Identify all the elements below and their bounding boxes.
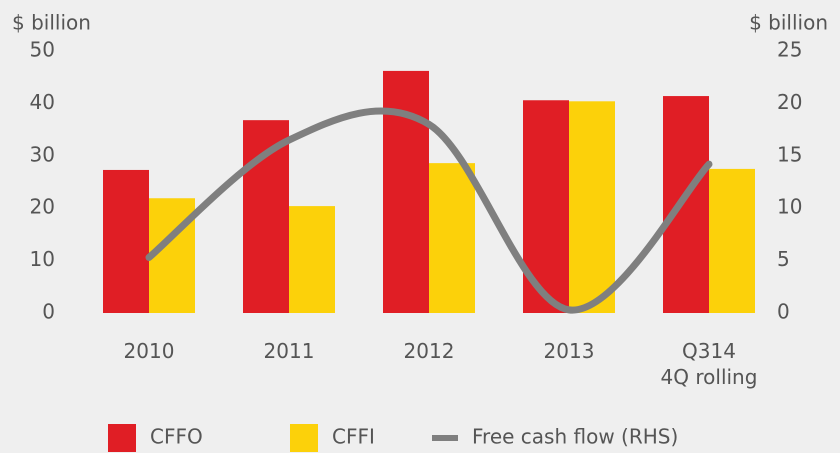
y2-tick-label: 0 <box>777 300 790 324</box>
bar <box>383 70 429 313</box>
y-tick-label: 30 <box>30 142 55 166</box>
y-axis-label: $ billion <box>12 11 91 35</box>
y2-tick-label: 15 <box>777 142 802 166</box>
y2-axis-label: $ billion <box>749 11 828 35</box>
y2-tick-label: 10 <box>777 195 802 219</box>
y-tick-label: 0 <box>42 300 55 324</box>
bar <box>429 163 475 313</box>
x-tick-label: 2011 <box>263 339 315 363</box>
bar <box>289 206 335 313</box>
line <box>145 107 713 314</box>
x-tick-label: 2013 <box>543 339 595 363</box>
bar <box>569 101 615 313</box>
y-tick-label: 20 <box>30 195 55 219</box>
y-tick-label: 40 <box>30 90 55 114</box>
legend-label: CFFI <box>332 425 375 449</box>
x-tick-label: 2010 <box>123 339 175 363</box>
y2-tick-label: 25 <box>777 38 802 62</box>
legend-swatch <box>290 424 318 452</box>
legend-swatch <box>108 424 136 452</box>
y-tick-label: 10 <box>30 247 55 271</box>
x-tick-label: 2012 <box>403 339 455 363</box>
bar <box>663 96 709 314</box>
legend-label: Free cash flow (RHS) <box>472 425 678 449</box>
bar <box>243 120 289 313</box>
y-tick-label: 50 <box>30 38 55 62</box>
bar <box>103 169 149 313</box>
bar <box>709 168 755 313</box>
legend-label: CFFO <box>150 425 203 449</box>
legend-swatch <box>432 435 458 441</box>
y2-tick-label: 5 <box>777 247 790 271</box>
y2-tick-label: 20 <box>777 90 802 114</box>
x-tick-label: Q314 4Q rolling <box>660 339 758 389</box>
